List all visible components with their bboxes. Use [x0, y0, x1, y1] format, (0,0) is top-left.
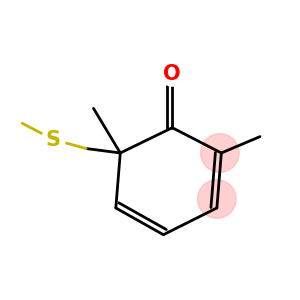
Circle shape [198, 180, 236, 218]
Circle shape [41, 128, 65, 152]
Text: O: O [164, 64, 181, 84]
Text: S: S [46, 130, 61, 150]
Circle shape [200, 134, 239, 172]
Circle shape [160, 62, 184, 86]
